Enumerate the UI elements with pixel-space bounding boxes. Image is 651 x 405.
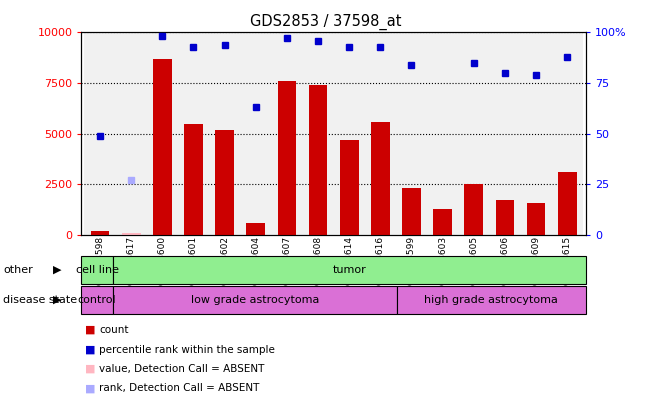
Bar bbox=[153, 59, 172, 235]
Bar bbox=[558, 172, 577, 235]
Text: value, Detection Call = ABSENT: value, Detection Call = ABSENT bbox=[99, 364, 264, 374]
Bar bbox=[277, 81, 296, 235]
Bar bbox=[490, 32, 521, 235]
Bar bbox=[178, 32, 209, 235]
Bar bbox=[122, 233, 141, 235]
Bar bbox=[85, 32, 116, 235]
Bar bbox=[240, 32, 271, 235]
Bar bbox=[116, 32, 146, 235]
Bar bbox=[90, 231, 109, 235]
Bar bbox=[464, 184, 483, 235]
Text: control: control bbox=[78, 295, 117, 305]
Bar bbox=[458, 32, 490, 235]
Text: cell line: cell line bbox=[76, 265, 118, 275]
Bar bbox=[209, 32, 240, 235]
Bar bbox=[527, 202, 546, 235]
Bar bbox=[434, 209, 452, 235]
Text: low grade astrocytoma: low grade astrocytoma bbox=[191, 295, 319, 305]
Text: tumor: tumor bbox=[333, 265, 367, 275]
Bar bbox=[146, 32, 178, 235]
Text: ▶: ▶ bbox=[53, 295, 62, 305]
Bar bbox=[309, 85, 327, 235]
Bar bbox=[521, 32, 551, 235]
Bar bbox=[402, 188, 421, 235]
Text: ▶: ▶ bbox=[53, 265, 62, 275]
Text: other: other bbox=[3, 265, 33, 275]
Bar bbox=[371, 122, 390, 235]
Text: percentile rank within the sample: percentile rank within the sample bbox=[99, 345, 275, 354]
Bar bbox=[184, 124, 203, 235]
Text: ■: ■ bbox=[85, 325, 95, 335]
Bar bbox=[427, 32, 458, 235]
Text: high grade astrocytoma: high grade astrocytoma bbox=[424, 295, 559, 305]
Text: disease state: disease state bbox=[3, 295, 77, 305]
Bar bbox=[333, 32, 365, 235]
Text: ■: ■ bbox=[85, 364, 95, 374]
Bar bbox=[340, 140, 359, 235]
Bar bbox=[215, 130, 234, 235]
Bar bbox=[271, 32, 303, 235]
Bar bbox=[365, 32, 396, 235]
Bar bbox=[551, 32, 583, 235]
Bar bbox=[303, 32, 333, 235]
Bar bbox=[396, 32, 427, 235]
Text: ■: ■ bbox=[85, 345, 95, 354]
Text: rank, Detection Call = ABSENT: rank, Detection Call = ABSENT bbox=[99, 384, 259, 393]
Text: ■: ■ bbox=[85, 384, 95, 393]
Bar bbox=[495, 200, 514, 235]
Text: GDS2853 / 37598_at: GDS2853 / 37598_at bbox=[250, 14, 401, 30]
Text: count: count bbox=[99, 325, 128, 335]
Bar bbox=[247, 223, 265, 235]
